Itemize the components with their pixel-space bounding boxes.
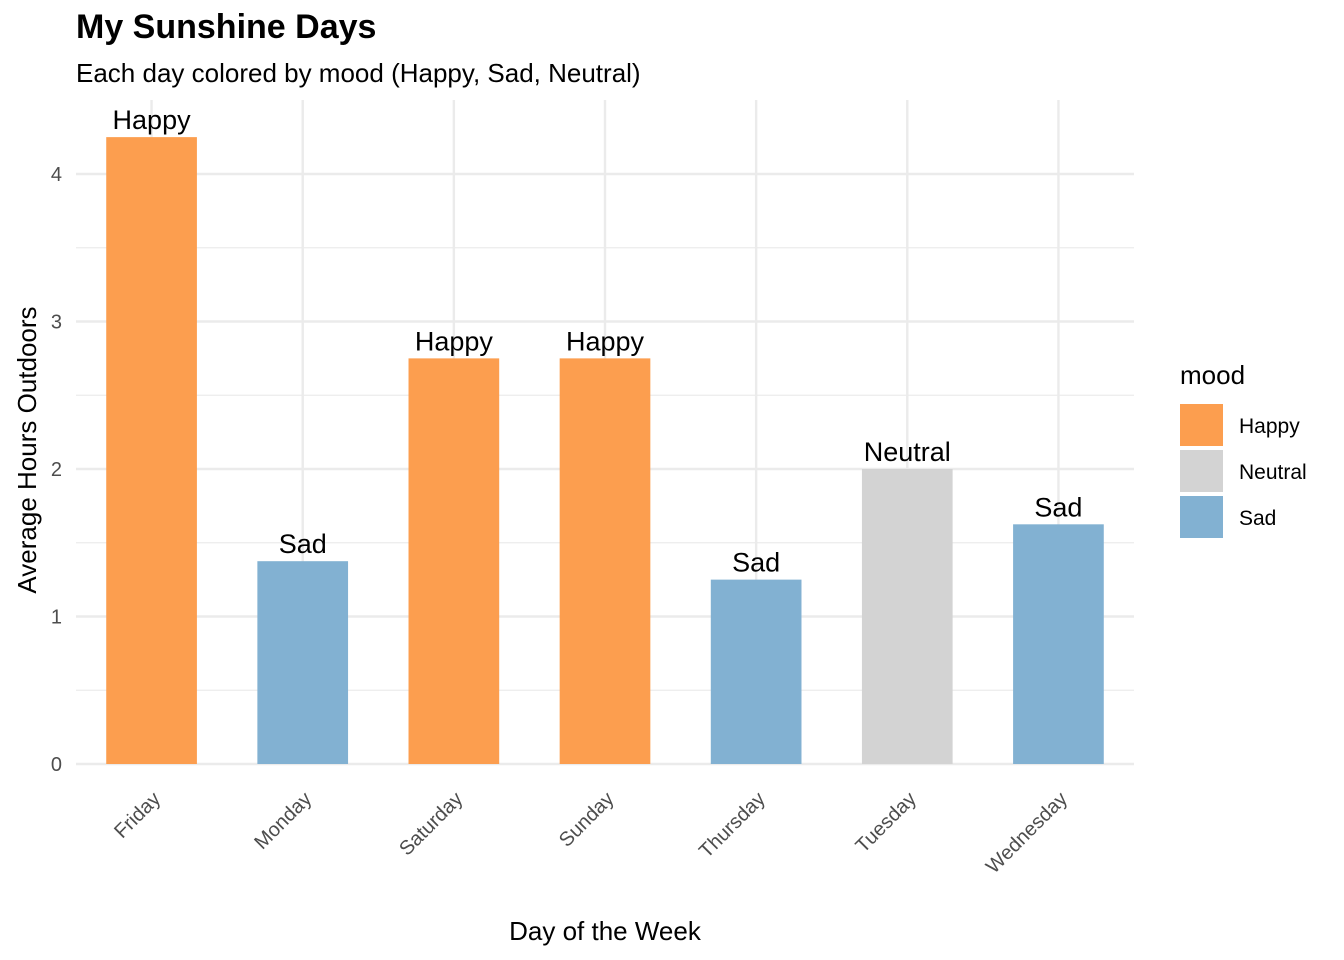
bar-label: Happy [113,105,192,135]
bar-label: Happy [415,326,494,356]
x-tick-label: Sunday [555,788,619,852]
x-tick-label: Friday [110,788,165,843]
bar-sunday [559,358,651,764]
bar-label: Sad [1034,492,1082,522]
legend-title: mood [1180,360,1245,390]
x-tick-label: Tuesday [852,788,921,857]
legend-label: Sad [1239,507,1276,530]
legend-key-sad [1180,496,1223,538]
legend-label: Neutral [1239,461,1307,484]
bar-label: Sad [279,529,327,559]
chart-subtitle: Each day colored by mood (Happy, Sad, Ne… [76,58,641,88]
y-tick-label: 2 [51,459,62,481]
bar-thursday [710,579,802,764]
legend-key-happy [1180,404,1223,446]
bar-monday [257,561,349,764]
bar-label: Happy [566,326,645,356]
y-tick-label: 4 [51,164,62,186]
bar-friday [106,137,197,764]
legend-label: Happy [1239,415,1300,438]
x-tick-label: Thursday [695,788,770,863]
x-tick-label: Wednesday [982,788,1072,878]
y-tick-label: 3 [51,312,62,334]
bar-wednesday [1013,524,1104,764]
y-tick-label: 0 [51,754,62,776]
bar-label: Neutral [864,437,951,467]
bars [106,137,1104,764]
bar-saturday [408,358,500,764]
bar-label: Sad [732,548,780,578]
bar-labels: Happy Sad Happy Happy Sad Neutral Sad [113,105,1083,578]
x-tick-label: Saturday [395,788,467,860]
legend-key-neutral [1180,450,1223,492]
bar-tuesday [861,469,953,764]
x-axis-title: Day of the Week [509,916,702,946]
chart-title: My Sunshine Days [76,8,377,46]
x-tick-label: Monday [250,788,316,854]
y-tick-label: 1 [51,607,62,629]
y-axis-title: Average Hours Outdoors [12,306,42,593]
legend: mood Happy Neutral Sad [1180,360,1307,538]
